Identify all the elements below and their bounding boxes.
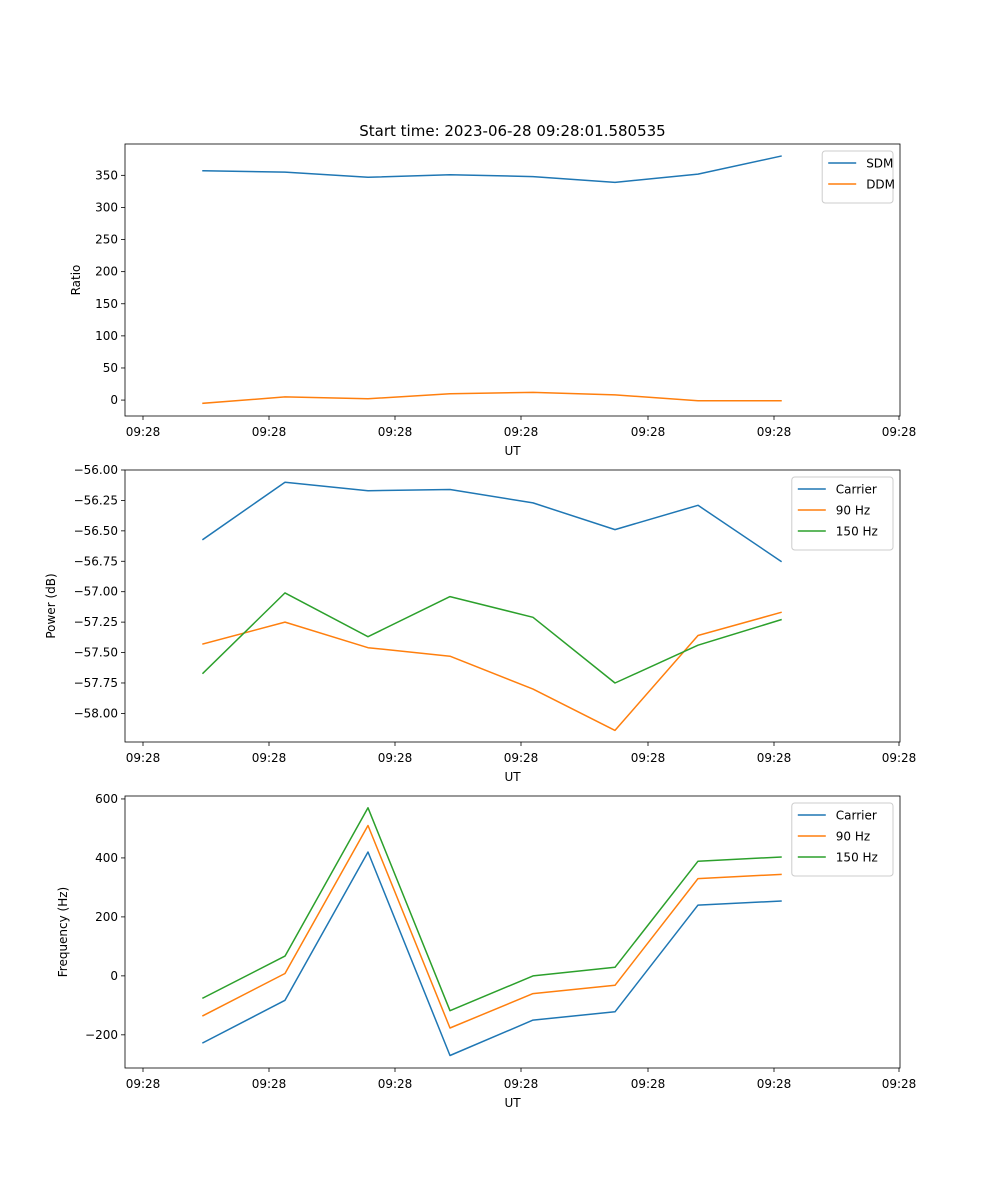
y-tick-label: 150 xyxy=(95,297,118,311)
x-tick-label: 09:28 xyxy=(757,1077,792,1091)
y-tick-label: 200 xyxy=(95,265,118,279)
x-tick-label: 09:28 xyxy=(631,1077,666,1091)
y-tick-label: 200 xyxy=(95,910,118,924)
y-tick-label: −56.50 xyxy=(74,524,118,538)
legend-label: 150 Hz xyxy=(836,851,878,865)
subplot-2: 09:28 09:28 09:28 09:28 09:28 09:28 09:28 UT −58… xyxy=(44,463,916,784)
axes-frame xyxy=(124,143,901,417)
series-line-sdm xyxy=(202,155,782,184)
x-tick-label: 09:28 xyxy=(757,751,792,765)
x-tick-label: 09:28 xyxy=(882,425,917,439)
axes-frame xyxy=(124,795,901,1069)
y-tick-label: 0 xyxy=(110,393,118,407)
legend-label: Carrier xyxy=(836,483,877,497)
series-line-carrier xyxy=(201,481,783,563)
x-tick-label: 09:28 xyxy=(252,1077,287,1091)
x-tick-label: 09:28 xyxy=(504,751,539,765)
y-tick-label: −58.00 xyxy=(74,706,118,720)
y-axis-label: Power (dB) xyxy=(44,573,58,638)
y-tick-label: −56.25 xyxy=(74,493,118,507)
x-tick-label: 09:28 xyxy=(882,1077,917,1091)
x-axis-label: UT xyxy=(504,444,521,458)
y-axis-label: Ratio xyxy=(69,265,83,296)
legend: Carrier 90 Hz 150 Hz xyxy=(791,476,894,551)
y-tick-label: −57.00 xyxy=(74,585,118,599)
x-axis-label: UT xyxy=(504,770,521,784)
x-tick-label: 09:28 xyxy=(126,751,161,765)
y-tick-label: 300 xyxy=(95,200,118,214)
series-line-90-hz xyxy=(201,824,782,1029)
x-tick-label: 09:28 xyxy=(252,751,287,765)
legend: SDM DDM xyxy=(821,150,895,204)
y-tick-label: −57.50 xyxy=(74,646,118,660)
x-tick-label: 09:28 xyxy=(126,1077,161,1091)
y-tick-label: 400 xyxy=(95,851,118,865)
x-axis-label: UT xyxy=(504,1096,521,1110)
x-tick-label: 09:28 xyxy=(504,425,539,439)
y-tick-label: 250 xyxy=(95,233,118,247)
x-tick-label: 09:28 xyxy=(378,1077,413,1091)
legend-label: 90 Hz xyxy=(836,830,870,844)
y-tick-label: 50 xyxy=(103,361,118,375)
x-tick-label: 09:28 xyxy=(126,425,161,439)
y-axis-label: Frequency (Hz) xyxy=(56,887,70,978)
legend-label: SDM xyxy=(866,157,893,171)
subplot-3: 09:28 09:28 09:28 09:28 09:28 09:28 09:28 UT −20… xyxy=(56,792,916,1110)
legend-label: DDM xyxy=(866,178,895,192)
y-tick-label: 600 xyxy=(95,792,118,806)
subplots: 09:28 09:28 09:28 09:28 09:28 09:28 09:28 UT 0 50… xyxy=(44,143,917,1110)
y-tick-label: −56.75 xyxy=(74,554,118,568)
legend-label: 90 Hz xyxy=(836,504,870,518)
x-tick-label: 09:28 xyxy=(882,751,917,765)
figure-title: Start time: 2023-06-28 09:28:01.580535 xyxy=(359,122,665,140)
subplot-1: 09:28 09:28 09:28 09:28 09:28 09:28 09:28 UT 0 50… xyxy=(69,143,917,458)
legend-box xyxy=(821,150,894,204)
y-tick-label: −57.25 xyxy=(74,615,118,629)
legend-label: 150 Hz xyxy=(836,525,878,539)
x-tick-label: 09:28 xyxy=(378,425,413,439)
x-tick-label: 09:28 xyxy=(378,751,413,765)
legend: Carrier 90 Hz 150 Hz xyxy=(791,802,894,877)
y-tick-label: −56.00 xyxy=(74,463,118,477)
series-line-ddm xyxy=(202,391,782,405)
x-tick-label: 09:28 xyxy=(252,425,287,439)
series-line-150-hz xyxy=(201,592,782,684)
y-tick-label: −57.75 xyxy=(74,676,118,690)
x-tick-label: 09:28 xyxy=(504,1077,539,1091)
series-line-carrier xyxy=(201,851,782,1057)
series-line-150-hz xyxy=(201,807,782,1012)
x-tick-label: 09:28 xyxy=(631,751,666,765)
x-tick-label: 09:28 xyxy=(631,425,666,439)
x-tick-label: 09:28 xyxy=(757,425,792,439)
y-tick-label: 100 xyxy=(95,329,118,343)
axes-frame xyxy=(124,469,901,743)
legend-label: Carrier xyxy=(836,809,877,823)
y-tick-label: −200 xyxy=(85,1028,118,1042)
y-tick-label: 350 xyxy=(95,168,118,182)
y-tick-label: 0 xyxy=(110,969,118,983)
